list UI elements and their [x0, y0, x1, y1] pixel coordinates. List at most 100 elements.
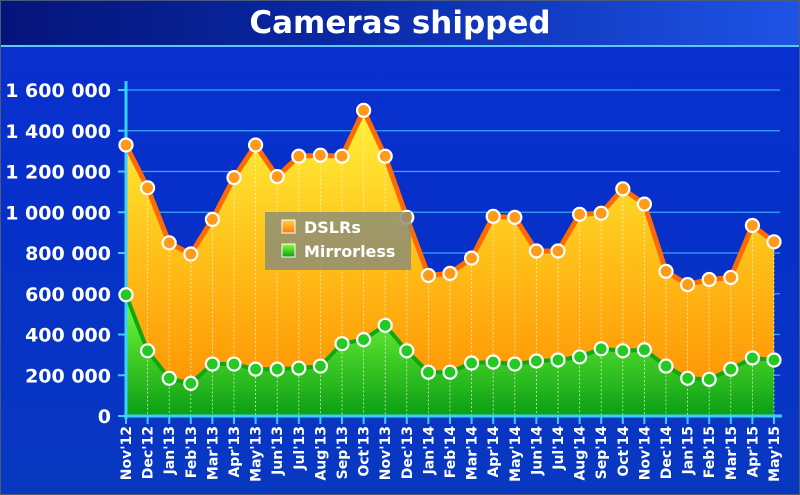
point-mirrorless: [528, 353, 545, 369]
x-tick-label: Jan'15: [681, 426, 697, 475]
legend-swatch-mirrorless: [281, 243, 296, 258]
point-dslrs: [679, 276, 696, 293]
point-mirrorless: [399, 343, 415, 359]
x-tick-label: Dec'13: [400, 426, 416, 479]
x-tick-label: Oct'14: [616, 426, 632, 477]
point-mirrorless: [334, 336, 350, 352]
y-tick-label: 800 000: [25, 243, 111, 265]
x-tick-label: Sep'14: [594, 426, 610, 480]
y-tick-label: 0: [98, 406, 111, 428]
y-tick-label: 1 400 000: [5, 121, 111, 143]
point-dslrs: [118, 137, 134, 153]
marker-layer: [118, 102, 782, 391]
point-mirrorless: [248, 361, 264, 377]
point-mirrorless: [636, 342, 653, 358]
x-tick-label: Aug'13: [313, 426, 329, 481]
point-mirrorless: [377, 317, 393, 333]
point-dslrs: [377, 148, 393, 164]
x-tick-label: Aug'14: [573, 426, 589, 481]
x-tick-label: May'14: [508, 426, 524, 482]
point-dslrs: [420, 267, 436, 284]
y-tick-label: 600 000: [25, 284, 111, 306]
x-tick-label: Nov'12: [119, 426, 135, 480]
point-mirrorless: [442, 364, 458, 380]
point-dslrs: [744, 217, 761, 234]
area-mirrorless: [126, 294, 774, 416]
point-dslrs: [248, 137, 264, 153]
point-dslrs: [183, 246, 199, 262]
x-tick-label: Feb'14: [443, 426, 459, 479]
point-mirrorless: [464, 355, 480, 371]
point-dslrs: [334, 148, 350, 164]
x-tick-label: Jul'13: [292, 426, 308, 471]
point-dslrs: [485, 208, 501, 224]
x-tick-label: May'15: [767, 426, 783, 482]
legend-label-dslrs: DSLRs: [304, 218, 361, 237]
y-tick-label: 200 000: [25, 365, 111, 387]
point-dslrs: [312, 147, 328, 163]
point-mirrorless: [571, 349, 588, 365]
point-dslrs: [464, 250, 480, 266]
x-tick-label: Oct'13: [357, 426, 373, 477]
point-mirrorless: [161, 370, 177, 386]
point-dslrs: [550, 243, 566, 259]
point-mirrorless: [183, 375, 199, 391]
chart-title: Cameras shipped: [249, 5, 551, 41]
point-mirrorless: [312, 358, 328, 374]
point-mirrorless: [723, 361, 739, 377]
x-tick-label: Nov'14: [637, 426, 653, 480]
x-tick-label: Feb'13: [184, 426, 200, 478]
legend-label-mirrorless: Mirrorless: [304, 242, 395, 261]
x-tick-label: Jun'13: [270, 426, 286, 476]
point-mirrorless: [658, 358, 674, 374]
x-tick-label: Dec'14: [659, 426, 675, 479]
point-mirrorless: [356, 331, 372, 348]
label-layer: 0 200 000 400 000 600 000 800 000 1 000 000 1 …: [5, 80, 783, 482]
point-dslrs: [701, 271, 717, 288]
x-tick-label: May'13: [249, 426, 265, 482]
y-tick-label: 1 200 000: [5, 162, 111, 184]
point-dslrs: [226, 170, 242, 186]
y-tick-label: 1 600 000: [5, 80, 111, 102]
x-tick-label: Feb'15: [702, 426, 718, 478]
x-tick-label: Mar'14: [465, 426, 481, 480]
point-mirrorless: [204, 356, 220, 372]
x-tick-label: Apr'14: [486, 426, 502, 478]
point-dslrs: [507, 209, 523, 225]
x-tick-label: Jan'13: [162, 426, 178, 475]
point-dslrs: [442, 265, 458, 281]
area-dslrs: [126, 110, 774, 416]
legend-swatch-dslrs: [281, 219, 296, 234]
x-tick-label: Jun'14: [529, 426, 545, 476]
point-dslrs: [269, 168, 285, 185]
point-mirrorless: [679, 370, 696, 386]
point-mirrorless: [420, 364, 436, 380]
point-dslrs: [766, 234, 782, 250]
point-mirrorless: [550, 352, 566, 368]
point-mirrorless: [766, 352, 782, 368]
title-bar: [1, 1, 799, 45]
point-dslrs: [204, 211, 220, 227]
title-underline: [1, 45, 799, 47]
point-dslrs: [528, 243, 545, 259]
x-tick-label: Jul'14: [551, 426, 567, 471]
point-mirrorless: [701, 371, 717, 387]
point-dslrs: [161, 235, 177, 251]
point-mirrorless: [744, 350, 761, 366]
y-tick-label: 400 000: [25, 325, 111, 347]
point-dslrs: [615, 181, 631, 197]
x-tick-label: Apr'13: [227, 426, 243, 478]
point-mirrorless: [593, 341, 609, 357]
point-mirrorless: [615, 343, 631, 359]
point-mirrorless: [269, 361, 285, 377]
x-tick-label: Jan'14: [421, 426, 437, 476]
point-mirrorless: [507, 356, 523, 372]
legend: DSLRs Mirrorless: [265, 212, 411, 270]
point-dslrs: [140, 180, 156, 196]
point-dslrs: [636, 196, 653, 212]
x-tick-label: Apr'15: [745, 426, 761, 478]
y-tick-label: 1 000 000: [5, 202, 111, 224]
x-tick-label: Mar'15: [724, 426, 740, 480]
